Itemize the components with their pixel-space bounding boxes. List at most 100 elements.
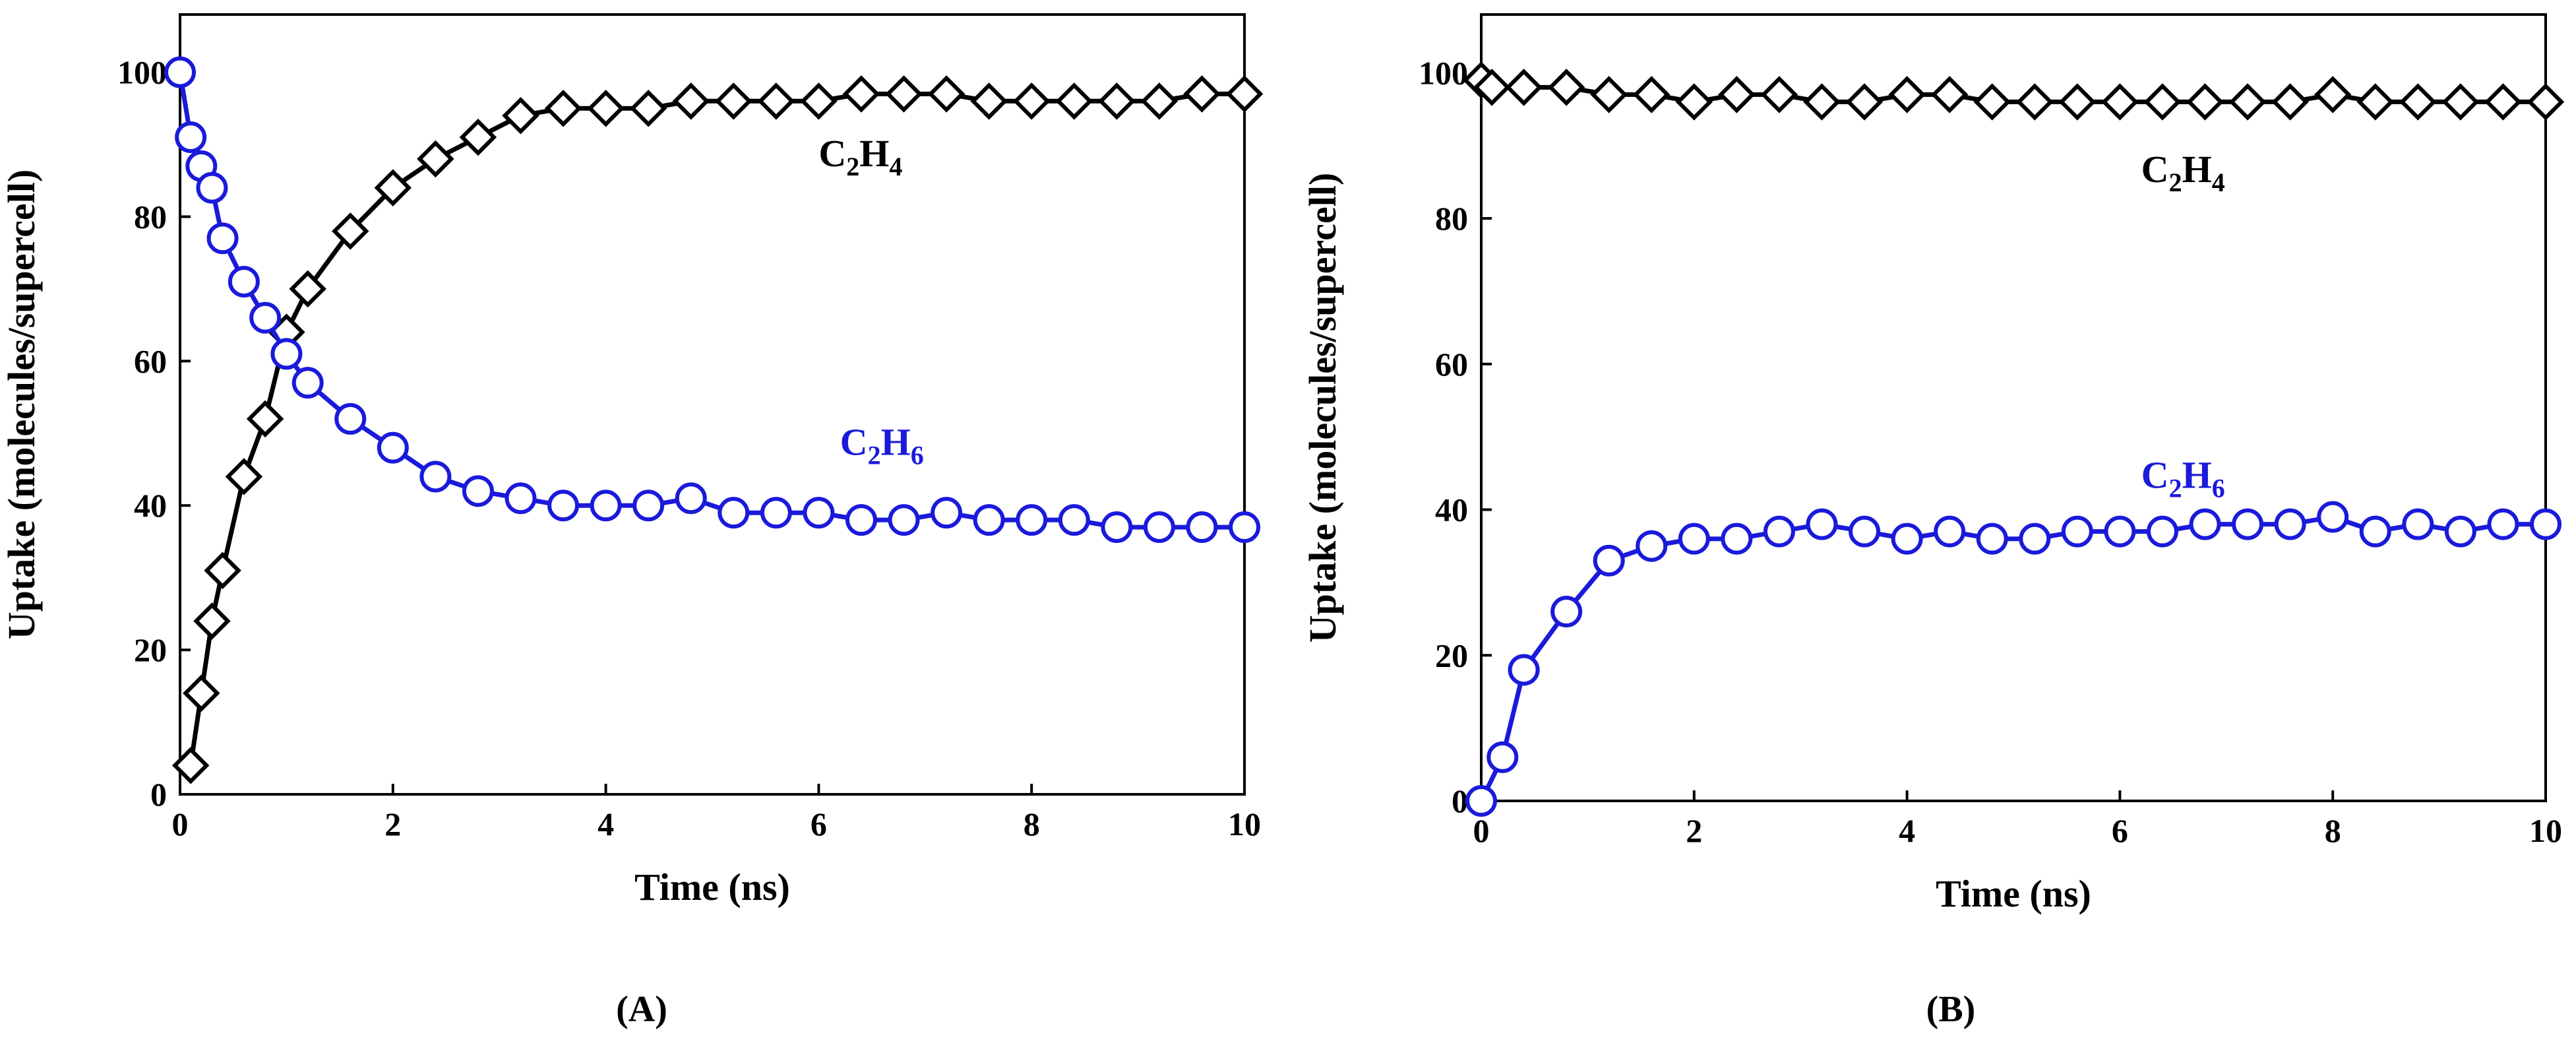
data-point-c2h6 <box>973 504 1005 536</box>
data-point-c2h6 <box>2189 508 2221 540</box>
x-tick-label: 8 <box>2325 812 2341 849</box>
series-label-c2h6: C2H6 <box>2141 453 2225 503</box>
data-point-c2h6 <box>1593 544 1625 577</box>
data-point-c2h6 <box>1976 523 2008 555</box>
data-point-c2h4 <box>629 90 667 127</box>
x-axis-label: Time (ns) <box>634 866 790 908</box>
data-point-c2h6 <box>1891 523 1923 555</box>
x-tick-label: 6 <box>2112 812 2128 849</box>
series-label-subscript: 2 <box>2169 168 2182 197</box>
data-point-c2h6 <box>590 490 622 522</box>
data-point-c2h4 <box>1055 82 1093 120</box>
data-point-c2h6 <box>2019 523 2051 555</box>
y-tick-label: 20 <box>134 631 167 668</box>
data-point-c2h4 <box>2228 83 2267 121</box>
y-tick-label: 20 <box>1435 637 1468 674</box>
series-label-c2h4: C2H4 <box>2141 148 2225 197</box>
series-label-subscript: 6 <box>911 441 924 470</box>
data-point-c2h6 <box>718 497 750 529</box>
data-point-c2h4 <box>1888 76 1926 113</box>
y-tick-label: 40 <box>1435 492 1468 528</box>
x-tick-label: 8 <box>1024 806 1040 842</box>
data-point-c2h4 <box>2143 83 2182 121</box>
series-label-subscript: 6 <box>2212 473 2225 503</box>
series-label-subscript: 4 <box>2212 168 2225 197</box>
series-c2h6 <box>164 56 1260 544</box>
data-point-c2h6 <box>2487 508 2519 540</box>
y-tick-label: 100 <box>1419 54 1468 91</box>
data-point-c2h4 <box>2058 83 2097 121</box>
data-point-c2h4 <box>800 82 838 120</box>
data-point-c2h4 <box>193 602 231 640</box>
data-point-c2h6 <box>2146 515 2178 548</box>
x-tick-label: 10 <box>2529 812 2562 849</box>
data-point-c2h4 <box>1632 76 1671 113</box>
data-point-c2h6 <box>1143 511 1175 544</box>
data-point-c2h4 <box>544 90 582 127</box>
data-point-c2h6 <box>2530 508 2561 540</box>
y-tick-label: 40 <box>134 487 167 524</box>
data-point-c2h6 <box>196 172 228 204</box>
data-point-c2h4 <box>1845 83 1884 121</box>
data-point-c2h4 <box>885 75 923 113</box>
data-point-c2h6 <box>1016 504 1048 536</box>
x-tick-label: 10 <box>1228 806 1261 842</box>
series-label-text: C <box>840 421 868 464</box>
data-point-c2h4 <box>2484 83 2522 121</box>
data-point-c2h4 <box>502 96 539 135</box>
x-tick-label: 0 <box>1473 812 1490 849</box>
y-tick-label: 80 <box>134 198 167 235</box>
data-point-c2h4 <box>970 82 1008 120</box>
data-point-c2h6 <box>2274 508 2306 540</box>
data-point-c2h6 <box>760 497 792 529</box>
x-tick-label: 0 <box>172 806 189 842</box>
data-point-c2h6 <box>1101 511 1133 544</box>
data-point-c2h4 <box>2399 83 2437 121</box>
data-point-c2h4 <box>1012 82 1051 120</box>
y-tick-label: 60 <box>1435 346 1468 383</box>
series-label-subscript: 4 <box>889 152 902 181</box>
data-point-c2h4 <box>2527 83 2565 121</box>
data-point-c2h4 <box>331 212 369 250</box>
data-point-c2h6 <box>1550 596 1583 628</box>
x-tick-label: 4 <box>598 806 614 842</box>
data-point-c2h6 <box>2317 501 2349 533</box>
data-point-c2h6 <box>249 301 282 334</box>
series-label-subscript: 2 <box>846 152 859 181</box>
data-point-c2h6 <box>2359 515 2391 548</box>
data-point-c2h4 <box>1098 82 1136 120</box>
data-point-c2h6 <box>1721 523 1753 555</box>
data-point-c2h4 <box>927 75 966 113</box>
data-point-c2h6 <box>1229 511 1260 544</box>
x-tick-label: 2 <box>384 806 401 842</box>
plot-frame <box>179 13 1246 796</box>
data-point-c2h6 <box>2061 515 2093 548</box>
panel-label-a: (A) <box>616 989 667 1030</box>
series-c2h4 <box>1462 61 2565 121</box>
x-tick-label: 4 <box>1899 812 1915 849</box>
series-label-text: H <box>2182 453 2212 496</box>
data-point-c2h4 <box>2101 83 2139 121</box>
y-tick-label: 0 <box>150 776 167 813</box>
data-point-c2h4 <box>672 82 710 120</box>
data-point-c2h4 <box>757 82 795 120</box>
y-axis-label: Uptake (molecules/supercell) <box>1301 173 1344 643</box>
data-point-c2h4 <box>842 75 880 113</box>
x-tick-label: 2 <box>1686 812 1702 849</box>
series-label-c2h4: C2H4 <box>818 132 902 181</box>
data-point-c2h6 <box>1508 654 1540 686</box>
data-point-c2h6 <box>1763 515 1795 548</box>
data-point-c2h6 <box>462 475 494 507</box>
data-point-c2h4 <box>225 458 263 495</box>
data-point-c2h6 <box>632 490 665 522</box>
data-point-c2h4 <box>1973 83 2011 121</box>
data-point-c2h6 <box>505 482 537 515</box>
data-point-c2h4 <box>1547 69 1585 106</box>
data-point-c2h6 <box>270 338 303 370</box>
data-point-c2h6 <box>931 497 963 529</box>
data-point-c2h6 <box>228 265 260 298</box>
data-point-c2h4 <box>1183 75 1221 113</box>
